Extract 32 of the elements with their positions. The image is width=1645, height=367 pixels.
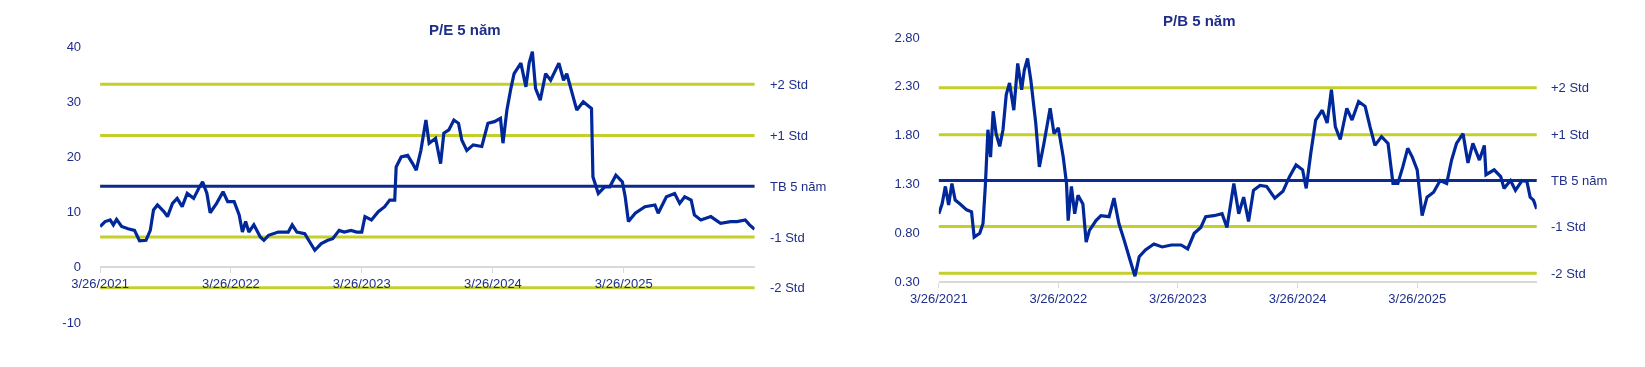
x-tick-label: 3/26/2022 [1029, 291, 1088, 307]
x-tick-label: 3/26/2023 [1148, 291, 1207, 307]
y-tick-label: 1.30 [894, 176, 920, 192]
ref-line-label: +1 Std [1551, 127, 1589, 142]
ref-line-label: -1 Std [1551, 219, 1586, 234]
y-tick-label: 10 [66, 204, 82, 220]
chart-title: P/B 5 năm [1163, 12, 1236, 29]
x-tick-label: 3/26/2025 [1388, 291, 1447, 307]
line-series [100, 49, 755, 252]
x-tick-label: 3/26/2021 [909, 291, 968, 307]
chart-title: P/E 5 năm [429, 21, 501, 38]
y-tick-label: 0 [73, 259, 82, 275]
ref-line-label: TB 5 năm [1551, 173, 1608, 188]
y-tick-label: 30 [66, 93, 82, 109]
y-tick-label: 2.80 [894, 29, 920, 45]
ref-line-label: TB 5 năm [770, 179, 827, 194]
ref-line-label: +2 Std [770, 77, 808, 92]
line-series [938, 56, 1537, 278]
y-tick-label: 40 [66, 38, 82, 54]
y-tick-label: 20 [66, 148, 82, 164]
y-tick-label: 2.30 [894, 78, 920, 94]
x-tick-label: 3/26/2021 [71, 276, 130, 292]
ref-line-label: -2 Std [1551, 266, 1586, 281]
y-tick-label: 1.80 [894, 127, 920, 143]
y-tick-label: 0.30 [894, 273, 920, 289]
x-tick-label: 3/26/2024 [1268, 291, 1327, 307]
ref-line-label: -1 Std [770, 230, 805, 245]
y-tick-label: -10 [62, 314, 82, 330]
ref-line-label: -2 Std [770, 280, 805, 295]
ref-line-label: +1 Std [770, 128, 808, 143]
y-tick-label: 0.80 [894, 224, 920, 240]
ref-line-label: +2 Std [1551, 80, 1589, 95]
